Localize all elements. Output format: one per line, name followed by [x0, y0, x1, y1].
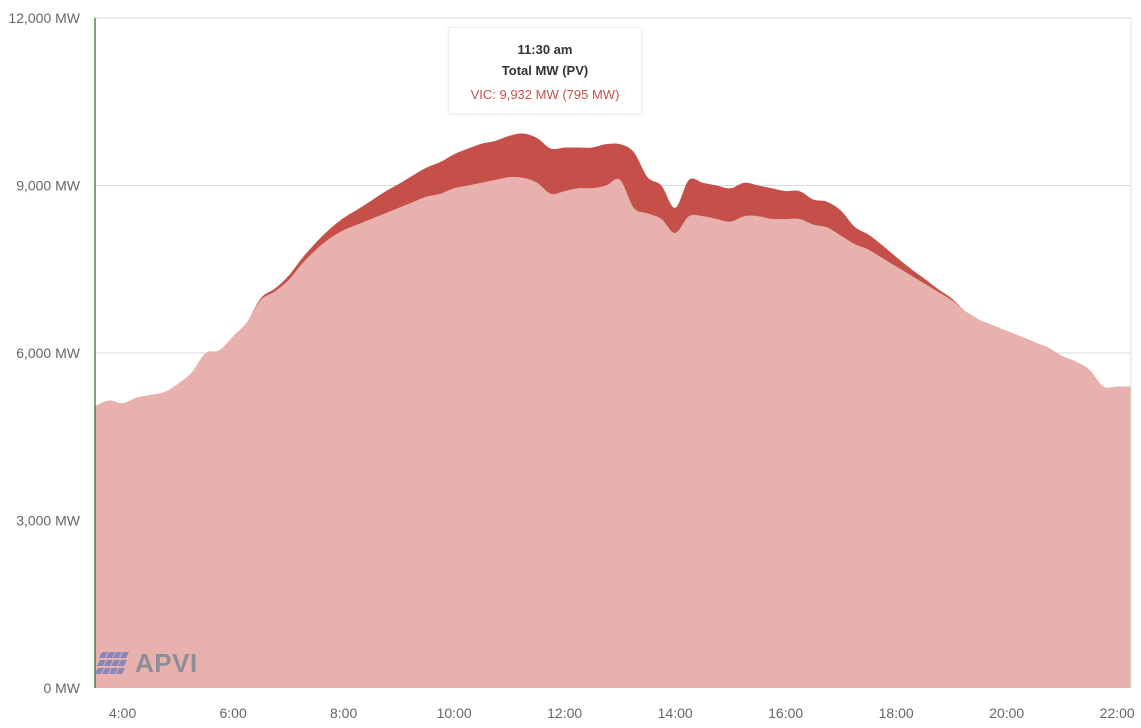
x-tick-label: 8:00 [330, 705, 357, 721]
x-tick-label: 18:00 [879, 705, 914, 721]
x-tick-label: 12:00 [547, 705, 582, 721]
x-tick-label: 6:00 [220, 705, 247, 721]
y-tick-label: 0 MW [43, 680, 80, 696]
area-series[interactable] [95, 133, 1131, 688]
tooltip-value: VIC: 9,932 MW (795 MW) [470, 87, 620, 102]
tooltip-time: 11:30 am [517, 42, 573, 57]
y-axis-ticks: 0 MW 3,000 MW 6,000 MW 9,000 MW 12,000 MW [8, 10, 80, 696]
x-tick-label: 10:00 [437, 705, 472, 721]
axes [94, 18, 1132, 688]
x-tick-label: 16:00 [768, 705, 803, 721]
solar-panel-icon [96, 652, 129, 674]
tooltip: 11:30 am Total MW (PV) VIC: 9,932 MW (79… [448, 27, 642, 114]
y-tick-label: 12,000 MW [8, 10, 80, 26]
y-tick-label: 9,000 MW [16, 178, 81, 194]
x-tick-label: 22:00 [1100, 705, 1135, 721]
area-series-1[interactable] [95, 176, 1131, 688]
x-tick-label: 14:00 [658, 705, 693, 721]
x-tick-label: 4:00 [109, 705, 136, 721]
logo-text: APVI [135, 647, 198, 678]
apvi-logo: APVI [96, 648, 198, 678]
y-tick-label: 3,000 MW [16, 513, 81, 529]
x-tick-label: 20:00 [989, 705, 1024, 721]
y-tick-label: 6,000 MW [16, 345, 81, 361]
x-axis-ticks: 4:00 6:00 8:00 10:00 12:00 14:00 16:00 18:00 20:… [109, 705, 1135, 721]
tooltip-series-title: Total MW (PV) [501, 63, 589, 78]
